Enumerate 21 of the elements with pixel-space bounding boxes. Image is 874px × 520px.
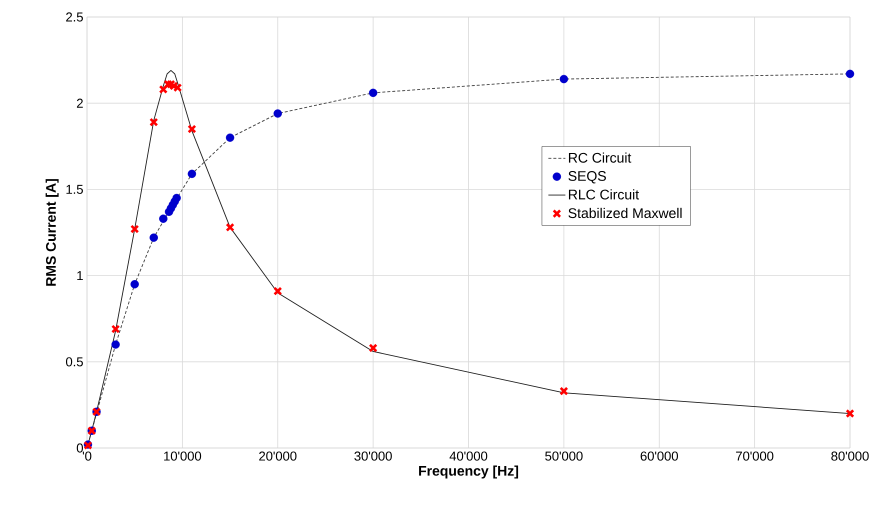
legend-label: Stabilized Maxwell bbox=[568, 208, 682, 218]
y-axis-title: RMS Current [A] bbox=[46, 179, 59, 286]
y-tick-label: 0 bbox=[76, 443, 83, 453]
y-tick-label: 0.5 bbox=[66, 357, 83, 366]
y-tick-label: 1 bbox=[77, 271, 83, 280]
x-tick-label: 40'000 bbox=[450, 452, 488, 461]
x-tick-label: 70'000 bbox=[736, 452, 774, 461]
x-tick-label: 20'000 bbox=[259, 452, 296, 461]
x-tick-label: 50'000 bbox=[545, 452, 583, 461]
x-tick-label: 60'000 bbox=[640, 452, 678, 461]
x-tick-label: 80'000 bbox=[831, 452, 869, 461]
x-tick-label: 10'000 bbox=[164, 452, 202, 461]
y-tick-label: 1.5 bbox=[66, 184, 83, 194]
legend-label: SEQS bbox=[568, 171, 606, 184]
legend-label: RC Circuit bbox=[568, 152, 632, 163]
y-tick-label: 2 bbox=[76, 98, 83, 108]
x-tick-label: '0 bbox=[82, 452, 92, 461]
x-axis-title: Frequency [Hz] bbox=[419, 466, 518, 479]
x-tick-label: 30'000 bbox=[354, 452, 392, 461]
y-tick-label: 2.5 bbox=[66, 12, 83, 22]
legend-label: RLC Circuit bbox=[568, 189, 639, 200]
